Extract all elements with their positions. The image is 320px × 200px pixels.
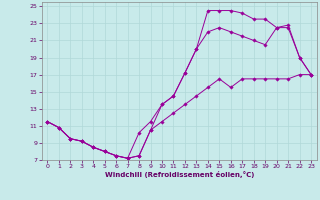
X-axis label: Windchill (Refroidissement éolien,°C): Windchill (Refroidissement éolien,°C) bbox=[105, 171, 254, 178]
